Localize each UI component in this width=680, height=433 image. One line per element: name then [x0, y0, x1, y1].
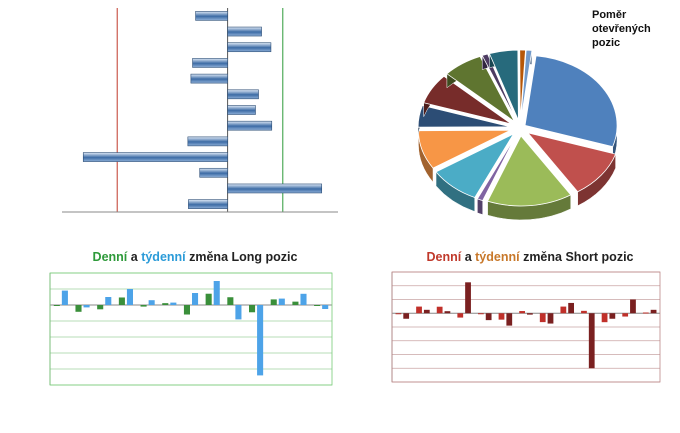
chart-title: Denní a týdenní změna Long pozic: [93, 250, 298, 264]
weekly-change-bar: [423, 309, 430, 314]
daily-change-bar: [249, 305, 256, 313]
plot-frame: [49, 272, 333, 386]
daily-change-bar: [477, 313, 484, 315]
pie-slice: [435, 133, 515, 199]
daily-change-bar: [395, 313, 402, 315]
weekly-change-bar: [650, 309, 657, 314]
ratio-pie-plot: Poměr otevřených pozic: [417, 9, 651, 221]
weekly-change-bar: [192, 293, 199, 305]
weekly-change-bar: [257, 305, 264, 376]
position-bar: [190, 73, 228, 84]
pie-slice: [481, 53, 517, 121]
weekly-change-bar: [485, 313, 492, 321]
position-bar: [227, 26, 262, 37]
daily-change-bar: [75, 305, 82, 312]
long-change-chart: Denní a týdenní změna Long pozic: [49, 250, 333, 386]
daily-change-bar: [205, 293, 212, 305]
position-bar: [192, 58, 228, 68]
title-part: Denní: [427, 250, 462, 264]
weekly-change-bar: [278, 298, 285, 305]
weekly-change-bar: [61, 290, 68, 305]
position-bar: [227, 42, 272, 53]
daily-change-bar: [53, 305, 60, 306]
weekly-change-bar: [547, 313, 554, 324]
daily-change-bar: [601, 313, 608, 323]
daily-change-bar: [498, 313, 505, 320]
daily-change-bar: [162, 303, 169, 305]
weekly-change-bar: [568, 302, 575, 314]
daily-change-bar: [314, 305, 321, 306]
title-part: týdenní: [141, 250, 186, 264]
daily-change-bar: [118, 297, 125, 305]
weekly-change-bar: [126, 289, 133, 305]
pie-slice: [487, 135, 572, 207]
pie-slice: [524, 55, 618, 148]
weekly-change-bar: [322, 305, 329, 309]
short-change-chart: Denní a týdenní změna Short pozic: [391, 250, 661, 383]
pie-slice: [520, 49, 533, 121]
pie-slice: [446, 55, 515, 122]
pie-slice: [417, 105, 511, 128]
daily-change-bar: [539, 313, 546, 323]
daily-change-bar: [622, 313, 629, 317]
daily-change-bar: [560, 306, 567, 314]
weekly-change-bar: [105, 297, 112, 305]
daily-change-bar: [416, 306, 422, 314]
positions-chart: [62, 8, 338, 213]
position-bar: [227, 89, 259, 100]
weekly-change-bar: [506, 313, 513, 326]
weekly-change-bar: [300, 293, 307, 305]
pie-slice-side: [477, 198, 483, 215]
weekly-change-bar: [444, 311, 451, 314]
daily-change-bar: [292, 301, 299, 305]
pie-slice: [423, 75, 512, 125]
pie-slice: [476, 135, 517, 202]
long-change-plot: Denní a týdenní změna Long pozic: [49, 250, 333, 386]
chart-title: Poměr otevřených pozic: [592, 9, 651, 49]
title-part: změna Long pozic: [186, 250, 298, 264]
weekly-change-bar: [527, 313, 533, 315]
short-change-plot: Denní a týdenní změna Short pozic: [391, 250, 661, 383]
weekly-change-bar: [588, 313, 595, 369]
title-part: změna Short pozic: [520, 250, 634, 264]
daily-change-bar: [457, 313, 464, 318]
pie-slice: [526, 132, 617, 193]
position-bar: [82, 152, 228, 162]
daily-change-bar: [227, 297, 234, 305]
weekly-change-bar: [609, 313, 616, 319]
position-bar: [188, 199, 228, 209]
daily-change-bar: [183, 305, 190, 315]
title-part: týdenní: [475, 250, 520, 264]
weekly-change-bar: [170, 302, 177, 305]
daily-change-bar: [140, 305, 147, 307]
position-bar: [199, 167, 228, 178]
weekly-change-bar: [148, 300, 155, 305]
daily-change-bar: [642, 312, 649, 314]
daily-change-bar: [270, 299, 277, 305]
chart-title: Denní a týdenní změna Short pozic: [427, 250, 634, 264]
pie-slice: [519, 49, 526, 121]
title-part: a: [461, 250, 475, 264]
weekly-change-bar: [83, 305, 90, 308]
weekly-change-bar: [403, 313, 410, 319]
position-bar: [195, 11, 228, 21]
weekly-change-bar: [213, 281, 220, 305]
position-bar: [187, 136, 228, 147]
title-part: a: [127, 250, 141, 264]
position-bar: [227, 105, 256, 115]
daily-change-bar: [519, 311, 525, 314]
plot-frame: [391, 271, 661, 383]
positions-plot: [62, 8, 338, 213]
daily-change-bar: [97, 305, 104, 310]
position-bar: [227, 120, 273, 131]
ratio-pie-chart: Poměr otevřených pozic: [417, 9, 651, 221]
daily-change-bar: [581, 310, 587, 314]
position-bar: [227, 183, 323, 194]
weekly-change-bar: [465, 282, 471, 314]
weekly-change-bar: [235, 305, 242, 320]
daily-change-bar: [436, 306, 443, 314]
title-part: Denní: [93, 250, 128, 264]
weekly-change-bar: [630, 299, 636, 314]
pie-slice: [488, 49, 519, 121]
